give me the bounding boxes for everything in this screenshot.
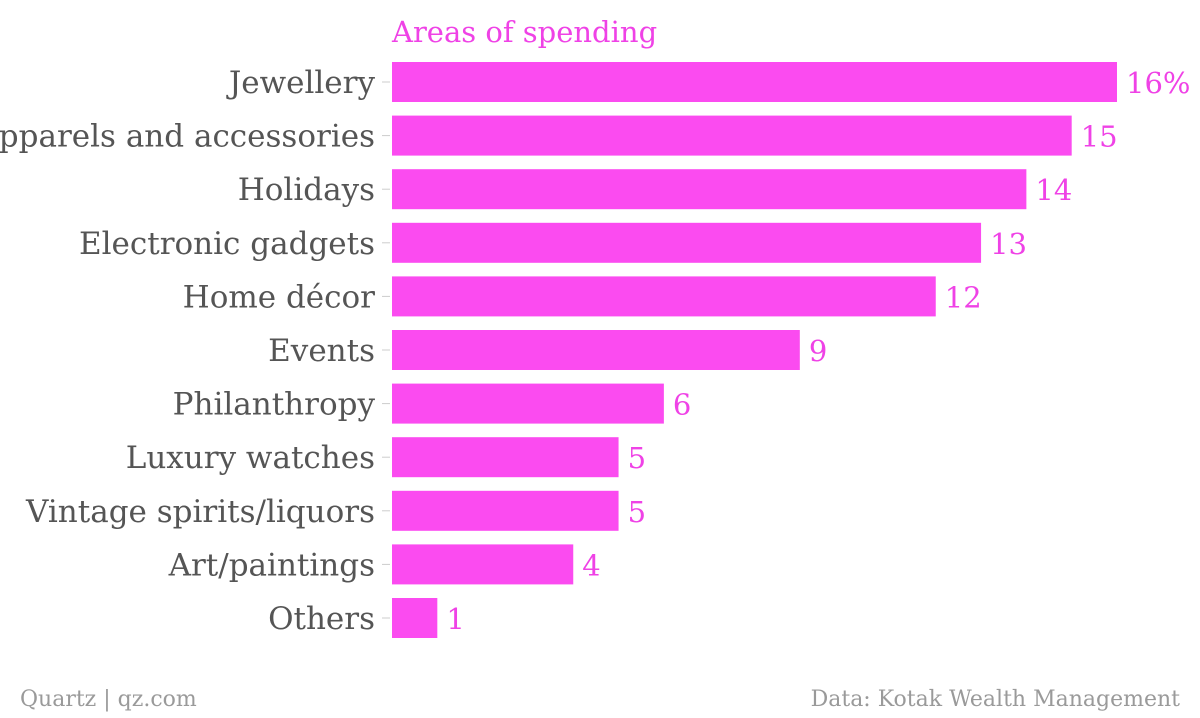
value-label: 12 [945,280,982,314]
category-label: Luxury watches [126,440,375,476]
bar-10 [392,598,438,638]
bar-7 [392,437,619,478]
value-label: 9 [809,334,827,368]
bar-2 [392,169,1027,210]
footer-source-left: Quartz | qz.com [20,687,197,712]
value-label: 16% [1126,66,1190,100]
category-label: Electronic gadgets [79,226,375,262]
bars-layer: Jewellery 16%Apparels and accessories 15Ho… [0,62,1190,638]
category-label: Holidays [238,172,375,208]
category-label: Others [268,601,375,637]
value-label: 13 [990,227,1027,261]
value-label: 1 [446,602,464,636]
value-label: 15 [1081,120,1118,154]
value-label: 5 [628,495,646,529]
category-label: Vintage spirits/liquors [25,494,375,530]
bar-4 [392,276,936,317]
category-label: Events [268,333,375,369]
footer-source-right: Data: Kotak Wealth Management [810,687,1180,712]
value-label: 4 [582,548,600,582]
bar-3 [392,222,982,263]
category-label: Apparels and accessories [0,119,375,155]
bar-1 [392,115,1072,156]
bar-9 [392,544,574,585]
category-label: Philanthropy [173,387,376,423]
chart-title: Areas of spending [391,15,657,49]
bar-0 [392,62,1117,102]
bar-6 [392,383,664,424]
bar-5 [392,330,800,370]
value-label: 5 [628,441,646,475]
category-label: Home décor [183,279,376,315]
category-label: Art/paintings [168,547,375,583]
value-label: 14 [1035,173,1072,207]
category-label: Jewellery [226,65,376,101]
value-label: 6 [673,388,691,422]
bar-8 [392,490,619,531]
